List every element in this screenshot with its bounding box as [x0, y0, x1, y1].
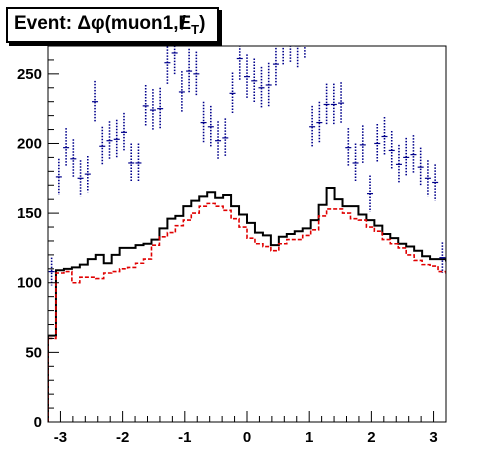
- x-tick-label: -1: [178, 429, 191, 446]
- y-tick-label: 100: [17, 275, 42, 292]
- x-tick-label: -3: [54, 429, 67, 446]
- met-symbol: E /: [178, 13, 191, 35]
- chart-title: Event: Δφ(muon1,E / T): [14, 13, 205, 37]
- y-tick-label: 150: [17, 205, 42, 222]
- x-tick-label: 3: [429, 429, 437, 446]
- x-tick-label: -2: [116, 429, 129, 446]
- title-prefix: Event: Δφ(muon1,: [14, 13, 179, 35]
- histogram-dashed-series: [48, 202, 446, 422]
- met-letter: E: [178, 13, 192, 35]
- title-subscript: T: [191, 21, 200, 37]
- x-tick-label: 0: [243, 429, 251, 446]
- chart-title-box: Event: Δφ(muon1,E / T): [6, 7, 219, 43]
- y-tick-label: 50: [25, 344, 42, 361]
- met-slash: /: [180, 13, 186, 35]
- title-suffix: ): [199, 13, 206, 35]
- y-tick-label: 200: [17, 135, 42, 152]
- y-tick-label: 250: [17, 66, 42, 83]
- x-tick-label: 1: [305, 429, 313, 446]
- x-tick-label: 2: [367, 429, 375, 446]
- histogram-solid-series: [48, 187, 446, 422]
- y-tick-label: 0: [34, 414, 42, 431]
